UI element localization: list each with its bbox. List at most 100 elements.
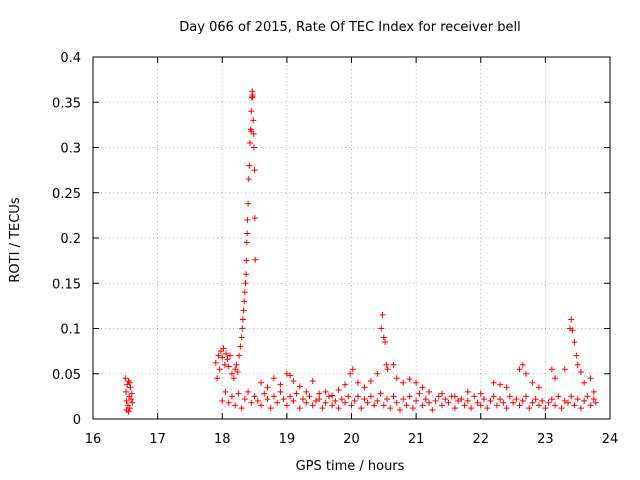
y-tick-label: 0.05 xyxy=(52,368,81,383)
data-point-marker xyxy=(290,397,297,404)
data-point-marker xyxy=(244,230,251,237)
data-point-marker xyxy=(584,393,591,400)
data-point-marker xyxy=(393,399,400,406)
data-points xyxy=(122,88,599,415)
data-point-marker xyxy=(225,399,232,406)
data-point-marker xyxy=(277,381,284,388)
y-tick-label: 0.35 xyxy=(52,96,81,111)
data-point-marker xyxy=(232,366,239,373)
data-point-marker xyxy=(354,393,361,400)
data-point-marker xyxy=(522,393,529,400)
data-point-marker xyxy=(382,339,389,346)
data-point-marker xyxy=(264,384,271,391)
data-point-marker xyxy=(571,402,578,409)
data-point-marker xyxy=(532,396,539,403)
data-point-marker xyxy=(535,402,542,409)
data-point-marker xyxy=(239,316,246,323)
x-tick-label: 22 xyxy=(472,432,489,447)
data-point-marker xyxy=(270,393,277,400)
data-point-marker xyxy=(374,397,381,404)
data-point-marker xyxy=(325,393,332,400)
data-point-marker xyxy=(409,405,416,412)
data-point-marker xyxy=(529,399,536,406)
data-point-marker xyxy=(296,405,303,412)
data-point-marker xyxy=(590,388,597,395)
data-point-marker xyxy=(338,396,345,403)
data-point-marker xyxy=(254,397,261,404)
data-point-marker xyxy=(577,368,584,375)
data-point-marker xyxy=(484,405,491,412)
data-point-marker xyxy=(322,399,329,406)
data-point-marker xyxy=(303,399,310,406)
data-point-marker xyxy=(250,117,257,124)
axis-ticks xyxy=(92,56,611,420)
data-point-marker xyxy=(506,393,513,400)
data-point-marker xyxy=(542,405,549,412)
data-point-marker xyxy=(564,399,571,406)
data-point-marker xyxy=(319,405,326,412)
data-point-marker xyxy=(419,384,426,391)
data-point-marker xyxy=(215,352,222,359)
data-point-marker xyxy=(228,370,235,377)
data-point-marker xyxy=(458,396,465,403)
data-point-marker xyxy=(487,397,494,404)
data-point-marker xyxy=(129,399,136,406)
data-point-marker xyxy=(474,399,481,406)
y-tick-label: 0.1 xyxy=(60,323,81,338)
data-point-marker xyxy=(516,366,523,373)
data-point-marker xyxy=(245,388,252,395)
data-point-marker xyxy=(122,388,129,395)
data-point-marker xyxy=(490,379,497,386)
data-point-marker xyxy=(438,402,445,409)
data-point-marker xyxy=(240,307,247,314)
data-point-marker xyxy=(574,361,581,368)
data-point-marker xyxy=(349,366,356,373)
data-point-marker xyxy=(568,316,575,323)
y-tick-label: 0.15 xyxy=(52,277,81,292)
data-point-marker xyxy=(235,390,242,397)
data-point-marker xyxy=(378,325,385,332)
data-point-marker xyxy=(445,399,452,406)
y-tick-labels: 0 0.05 0.1 0.15 0.2 0.25 0.3 0.35 0.4 xyxy=(52,51,81,428)
data-point-marker xyxy=(316,390,323,397)
data-point-marker xyxy=(228,393,235,400)
data-point-marker xyxy=(451,405,458,412)
data-point-marker xyxy=(548,396,555,403)
data-point-marker xyxy=(309,377,316,384)
data-point-marker xyxy=(238,405,245,412)
data-point-marker xyxy=(233,361,240,368)
data-point-marker xyxy=(246,162,253,169)
data-point-marker xyxy=(234,368,241,375)
data-point-marker xyxy=(244,216,251,223)
data-point-marker xyxy=(306,393,313,400)
data-point-marker xyxy=(222,388,229,395)
x-tick-label: 17 xyxy=(149,432,166,447)
data-point-marker xyxy=(568,393,575,400)
data-point-marker xyxy=(309,402,316,409)
data-point-marker xyxy=(442,396,449,403)
data-point-marker xyxy=(239,325,246,332)
data-point-marker xyxy=(396,406,403,413)
data-point-marker xyxy=(480,396,487,403)
data-point-marker xyxy=(241,396,248,403)
data-point-marker xyxy=(500,399,507,406)
data-point-marker xyxy=(419,402,426,409)
data-point-marker xyxy=(413,397,420,404)
data-point-marker xyxy=(290,377,297,384)
data-point-marker xyxy=(590,396,597,403)
data-point-marker xyxy=(224,356,231,363)
data-point-marker xyxy=(248,399,255,406)
data-point-marker xyxy=(283,402,290,409)
data-point-marker xyxy=(345,393,352,400)
x-tick-label: 20 xyxy=(343,432,360,447)
data-point-marker xyxy=(128,390,135,397)
data-point-marker xyxy=(400,396,407,403)
data-point-marker xyxy=(248,128,255,135)
data-point-marker xyxy=(380,402,387,409)
data-point-marker xyxy=(413,379,420,386)
data-point-marker xyxy=(587,375,594,382)
x-tick-label: 23 xyxy=(537,432,554,447)
data-point-marker xyxy=(230,375,237,382)
data-point-marker xyxy=(426,399,433,406)
